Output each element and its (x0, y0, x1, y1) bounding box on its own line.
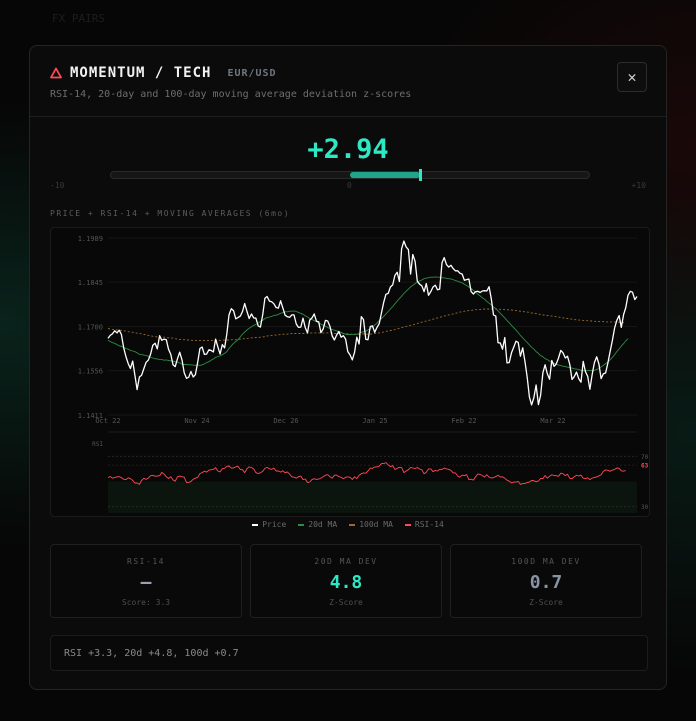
close-button[interactable]: ✕ (617, 62, 647, 92)
price-tick-label: 1.1411 (78, 412, 103, 420)
title-row: MOMENTUM / TECH EUR/USD (50, 65, 277, 81)
gauge-mid-label: 0 (347, 181, 352, 190)
metric-card-rsi: RSI-14 — Score: 3.3 (50, 544, 242, 618)
metric-label: 100D MA DEV (511, 557, 581, 566)
momentum-modal: MOMENTUM / TECH EUR/USD RSI-14, 20-day a… (29, 45, 667, 690)
series-line-20d-ma (107, 276, 629, 372)
rsi-tick-label: 70 (641, 454, 649, 461)
background-heading: FX PAIRS (52, 12, 105, 25)
legend-swatch (298, 523, 305, 526)
metric-sub: Z-Score (529, 598, 563, 607)
metric-card-20d: 20D MA DEV 4.8 Z-Score (250, 544, 442, 618)
rsi-tick-label: 30 (641, 504, 649, 511)
close-icon: ✕ (627, 68, 637, 86)
modal-title: MOMENTUM / TECH (70, 65, 212, 81)
price-tick-label: 1.1989 (78, 235, 103, 243)
metric-value: 4.8 (329, 572, 363, 593)
legend-swatch (404, 523, 411, 526)
rsi-lower-band (108, 481, 637, 513)
rsi-axis-label: RSI (92, 441, 103, 448)
metric-value: 0.7 (529, 572, 563, 593)
modal-subtitle: RSI-14, 20-day and 100-day moving averag… (50, 89, 412, 100)
price-tick-label: 1.1845 (78, 279, 103, 287)
price-tick-label: 1.1556 (78, 368, 103, 376)
warning-triangle-icon (50, 67, 62, 79)
chart-section-title: PRICE + RSI-14 + MOVING AVERAGES (6mo) (50, 209, 291, 218)
metric-card-100d: 100D MA DEV 0.7 Z-Score (450, 544, 642, 618)
legend-label: 100d MA (359, 520, 393, 529)
legend-label: Price (262, 520, 287, 529)
date-tick-label: Oct 22 (95, 417, 120, 425)
date-tick-label: Dec 26 (273, 417, 298, 425)
metric-value: — (140, 572, 152, 593)
score-gauge-fill (350, 172, 421, 178)
gauge-max-label: +10 (631, 181, 646, 190)
composite-score: +2.94 (307, 134, 389, 165)
metric-sub: Z-Score (329, 598, 363, 607)
score-gauge-marker (418, 169, 422, 181)
legend-item: 20d MA (298, 520, 337, 529)
legend-item: RSI-14 (404, 520, 444, 529)
date-tick-label: Mar 22 (540, 417, 565, 425)
metric-label: RSI-14 (127, 557, 165, 566)
summary-text: RSI +3.3, 20d +4.8, 100d +0.7 (50, 635, 648, 671)
legend-item: Price (252, 520, 286, 529)
series-line-100d-ma (107, 308, 626, 342)
score-gauge (110, 169, 590, 181)
legend-item: 100d MA (349, 520, 393, 529)
series-line-rsi-14 (107, 462, 626, 485)
date-tick-label: Jan 25 (362, 417, 387, 425)
chart-panel: 1.1989 1.1845 1.1700 1.1556 1.1411 Oct 22 Nov … (50, 227, 650, 517)
legend-label: RSI-14 (414, 520, 444, 529)
price-tick-label: 1.1700 (78, 324, 103, 332)
gauge-min-label: -10 (50, 181, 65, 190)
metric-cards: RSI-14 — Score: 3.3 20D MA DEV 4.8 Z-Sco… (50, 544, 642, 618)
currency-pair: EUR/USD (227, 67, 277, 79)
metric-sub: Score: 3.3 (121, 598, 171, 607)
legend-swatch (252, 523, 259, 526)
rsi-current-label: 63 (641, 463, 649, 470)
metric-label: 20D MA DEV (314, 557, 378, 566)
legend-label: 20d MA (308, 520, 338, 529)
series-line-price (107, 240, 638, 406)
modal-header: MOMENTUM / TECH EUR/USD RSI-14, 20-day a… (30, 46, 666, 117)
date-tick-label: Feb 22 (451, 417, 476, 425)
date-tick-label: Nov 24 (184, 417, 209, 425)
legend-swatch (349, 523, 356, 526)
chart-legend: Price 20d MA 100d MA RSI-14 (30, 520, 666, 529)
